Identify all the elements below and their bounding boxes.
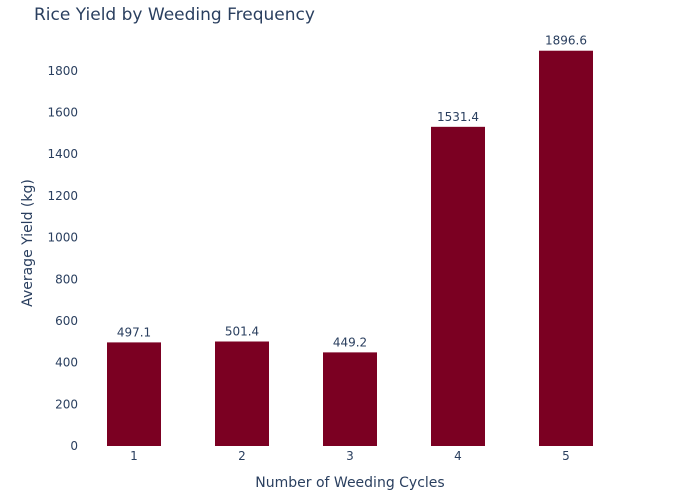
x-tick-label: 1 (130, 449, 138, 463)
y-tick-label: 1600 (47, 106, 78, 120)
bars (107, 50, 593, 447)
bar-5 (539, 50, 593, 446)
y-axis-ticks: 0 200 400 600 800 1000 1200 1400 1600 1800 (47, 64, 78, 453)
y-tick-label: 400 (55, 356, 78, 370)
bar-1 (107, 342, 161, 446)
data-label-5: 1896.6 (545, 34, 587, 48)
y-axis-title: Average Yield (kg) (20, 179, 36, 307)
x-axis-title: Number of Weeding Cycles (255, 475, 444, 491)
y-tick-label: 1200 (47, 189, 78, 203)
y-tick-label: 1800 (47, 64, 78, 78)
data-label-1: 497.1 (117, 325, 151, 339)
x-tick-label: 2 (238, 449, 246, 463)
bar-3 (323, 352, 377, 446)
data-labels: 497.1 501.4 449.2 1531.4 1896.6 (117, 34, 587, 350)
y-tick-label: 0 (70, 439, 78, 453)
y-tick-label: 1000 (47, 231, 78, 245)
x-axis-ticks: 1 2 3 4 5 (130, 449, 570, 463)
y-tick-label: 800 (55, 272, 78, 286)
data-label-4: 1531.4 (437, 110, 479, 124)
bar-2 (215, 341, 269, 446)
data-label-3: 449.2 (333, 335, 367, 349)
bar-4 (431, 126, 485, 447)
y-tick-label: 600 (55, 314, 78, 328)
x-tick-label: 3 (346, 449, 354, 463)
y-tick-label: 1400 (47, 147, 78, 161)
data-label-2: 501.4 (225, 324, 259, 338)
x-tick-label: 5 (562, 449, 570, 463)
chart-title: Rice Yield by Weeding Frequency (34, 5, 315, 25)
y-tick-label: 200 (55, 397, 78, 411)
x-tick-label: 4 (454, 449, 462, 463)
